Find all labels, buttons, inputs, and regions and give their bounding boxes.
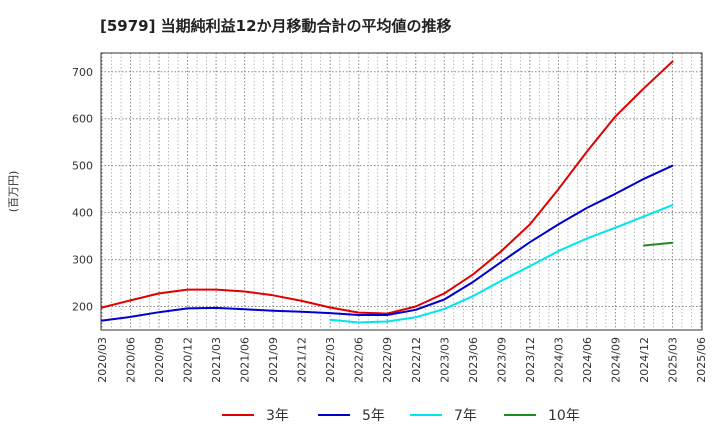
x-tick-label: 2020/09 xyxy=(153,337,166,383)
x-tick-label: 2022/06 xyxy=(353,337,366,383)
x-tick-label: 2021/03 xyxy=(210,337,223,383)
x-tick-label: 2023/03 xyxy=(438,337,451,383)
x-tick-label: 2024/06 xyxy=(581,337,594,383)
y-tick-label: 300 xyxy=(72,254,93,267)
x-tick-label: 2024/03 xyxy=(552,337,565,383)
x-tick-label: 2023/09 xyxy=(495,337,508,383)
y-tick-label: 200 xyxy=(72,301,93,314)
x-tick-label: 2024/09 xyxy=(609,337,622,383)
x-tick-label: 2022/03 xyxy=(324,337,337,383)
legend-label: 7年 xyxy=(454,408,477,424)
x-tick-label: 2025/03 xyxy=(666,337,679,383)
x-tick-label: 2023/06 xyxy=(467,337,480,383)
chart-title: [5979] 当期純利益12か月移動合計の平均値の推移 xyxy=(100,17,452,35)
legend-label: 5年 xyxy=(362,408,385,424)
x-tick-label: 2025/06 xyxy=(695,337,708,383)
x-tick-label: 2020/03 xyxy=(96,337,109,383)
y-ticks: 200 300 400 500 600 700 xyxy=(72,66,93,314)
x-tick-label: 2022/09 xyxy=(381,337,394,383)
x-ticks: 2020/03 2020/06 2020/09 2020/12 2021/03 2021/… xyxy=(96,337,708,383)
x-tick-label: 2021/12 xyxy=(296,337,309,383)
series-line xyxy=(101,164,674,322)
y-axis-label: (百万円) xyxy=(7,171,20,213)
series-line xyxy=(643,241,674,247)
y-tick-label: 600 xyxy=(72,113,93,126)
x-tick-label: 2021/09 xyxy=(267,337,280,383)
grid xyxy=(101,53,702,330)
plot-frame xyxy=(100,52,703,331)
series-line xyxy=(329,204,674,324)
legend-label: 10年 xyxy=(548,408,580,424)
x-tick-label: 2021/06 xyxy=(239,337,252,383)
x-tick-label: 2024/12 xyxy=(638,337,651,383)
x-tick-label: 2023/12 xyxy=(524,337,537,383)
series-lines xyxy=(101,60,674,324)
y-tick-label: 500 xyxy=(72,160,93,173)
y-tick-label: 700 xyxy=(72,66,93,79)
series-line xyxy=(101,60,674,315)
x-tick-label: 2022/12 xyxy=(410,337,423,383)
legend-label: 3年 xyxy=(266,408,289,424)
legend: 3年 5年 7年 10年 xyxy=(222,408,580,424)
x-tick-label: 2020/06 xyxy=(125,337,138,383)
x-tick-label: 2020/12 xyxy=(182,337,195,383)
y-tick-label: 400 xyxy=(72,207,93,220)
